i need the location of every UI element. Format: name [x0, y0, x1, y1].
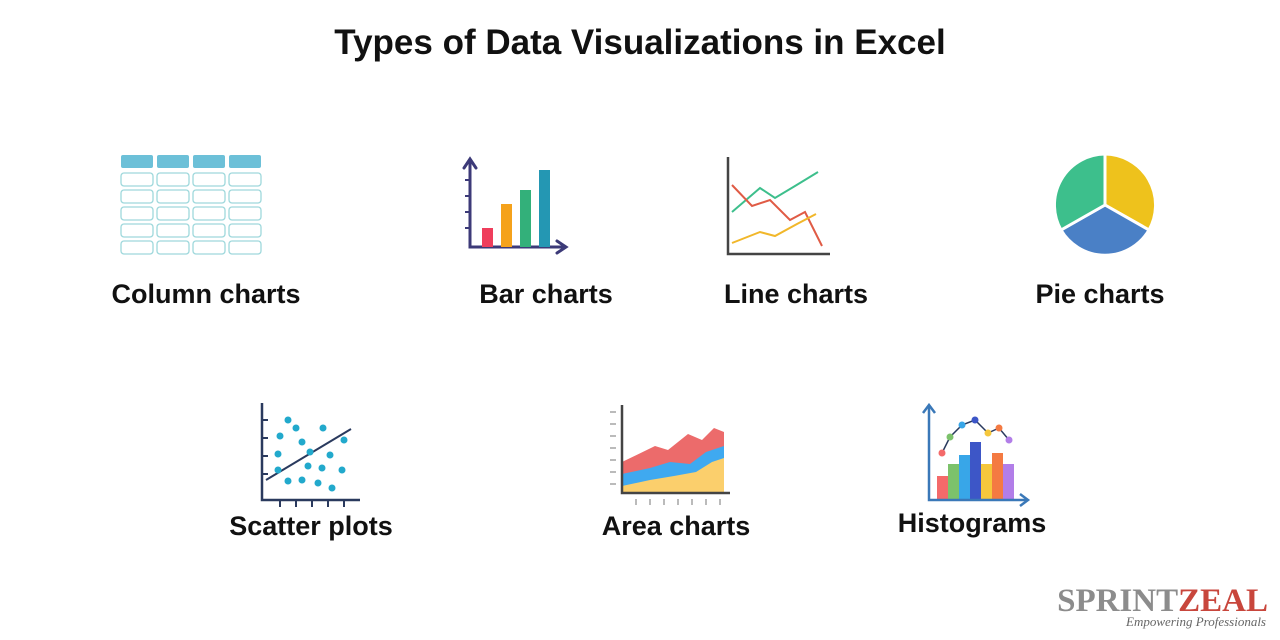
histogram-icon-part [1019, 493, 1031, 507]
title: Types of Data Visualizations in Excel [334, 23, 945, 62]
table-icon-part-part [192, 240, 226, 255]
table-icon-part-part [120, 206, 154, 221]
line-icon [726, 157, 830, 256]
table-icon-part [229, 155, 261, 168]
histogram-icon-part [959, 455, 970, 500]
bar-icon-part [465, 179, 470, 229]
table-icon-part-part [156, 189, 190, 204]
histogram-icon-part [922, 402, 936, 414]
bar-icon-part [482, 228, 493, 247]
histogram-icon-part [971, 416, 979, 424]
area-icon-part [610, 411, 721, 505]
scatter-icon-part-part [274, 466, 282, 474]
scatter-icon-part-part [304, 462, 312, 470]
histogram-icon-part [995, 424, 1003, 432]
scatter-icon-part-part [298, 438, 306, 446]
histogram-icon-part [946, 433, 954, 441]
scatter-icon-part-part [306, 448, 314, 456]
scatter-icon-part-part [326, 451, 334, 459]
histogram-icon-part [938, 449, 946, 457]
table-icon-part-part [120, 240, 154, 255]
histogram-icon-part [992, 453, 1003, 500]
item-label: Bar charts [479, 279, 613, 309]
scatter-icon-part-part [340, 436, 348, 444]
area-icon-part [620, 405, 730, 495]
table-icon-part [120, 172, 262, 255]
item-label: Pie charts [1035, 279, 1164, 309]
histogram-icon-part [970, 442, 981, 500]
table-icon-part-part [156, 223, 190, 238]
table-icon-part-part [228, 240, 262, 255]
table-icon-part-part [228, 223, 262, 238]
scatter-icon-part-part [314, 479, 322, 487]
histogram-icon [922, 402, 1031, 507]
table-icon-part-part [228, 206, 262, 221]
table-icon-part-part [192, 206, 226, 221]
histogram-icon-part [927, 405, 1028, 502]
table-icon-part-part [156, 172, 190, 187]
scatter-icon-part-part [298, 476, 306, 484]
table-icon-part [193, 155, 225, 168]
bar-icon-part [555, 239, 569, 255]
scatter-icon-part [274, 416, 348, 492]
bar-icon-part [501, 204, 512, 247]
logo-name: SPRINTZEAL [1057, 583, 1268, 619]
item-label: Histograms [898, 508, 1047, 538]
bar-icon-part [520, 190, 531, 247]
table-icon-part-part [192, 189, 226, 204]
histogram-icon-part [958, 421, 966, 429]
table-icon-part [121, 155, 153, 168]
histogram-icon-part [1003, 464, 1014, 500]
table-icon-part-part [120, 189, 154, 204]
table-icon-part-part [156, 206, 190, 221]
scatter-icon-part [262, 419, 345, 507]
scatter-icon-part-part [328, 484, 336, 492]
pie-icon-part [1053, 152, 1107, 233]
histogram-icon-part [984, 429, 992, 437]
pie-icon [1053, 152, 1157, 257]
scatter-icon-part-part [338, 466, 346, 474]
scatter-icon-part-part [284, 416, 292, 424]
item-label: Scatter plots [229, 511, 393, 541]
table-icon-part-part [120, 172, 154, 187]
scatter-icon-part-part [318, 464, 326, 472]
scatter-icon-part-part [274, 450, 282, 458]
logo-tagline: Empowering Professionals [1125, 614, 1266, 629]
line-icon-part [731, 213, 817, 244]
scatter-icon [260, 403, 360, 507]
item-label: Column charts [111, 279, 300, 309]
table-icon-part [157, 155, 189, 168]
table-icon [120, 155, 262, 255]
table-icon-part-part [192, 223, 226, 238]
line-icon-part [726, 157, 830, 256]
scatter-icon-part-part [292, 424, 300, 432]
line-icon-part [731, 171, 819, 213]
bar-icon-part [462, 156, 478, 170]
table-icon-part-part [192, 172, 226, 187]
table-icon-part-part [156, 240, 190, 255]
bar-icon-part [539, 170, 550, 247]
area-icon-part [622, 458, 724, 493]
histogram-icon-part [1005, 436, 1013, 444]
histogram-icon-part [981, 464, 992, 500]
logo-accent: ZEAL [1178, 583, 1268, 619]
histogram-icon-part [937, 476, 948, 500]
logo: SPRINTZEAL Empowering Professionals [1057, 583, 1268, 629]
table-icon-part-part [228, 189, 262, 204]
logo-main: SPRINT [1057, 583, 1178, 619]
item-label: Area charts [602, 511, 751, 541]
bar-icon-part [468, 158, 567, 249]
area-icon [610, 405, 730, 505]
scatter-icon-part-part [284, 477, 292, 485]
table-icon-part-part [228, 172, 262, 187]
table-icon-part-part [120, 223, 154, 238]
scatter-icon-part-part [276, 432, 284, 440]
bar-icon [462, 156, 569, 255]
histogram-icon-part [948, 464, 959, 500]
scatter-icon-part-part [319, 424, 327, 432]
item-label: Line charts [724, 279, 868, 309]
